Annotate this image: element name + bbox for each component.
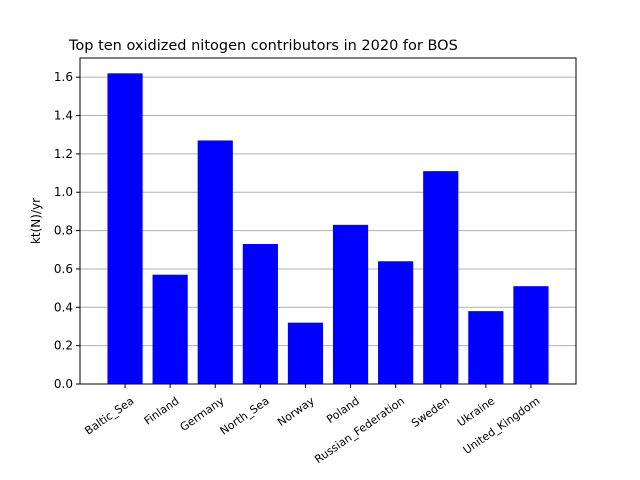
y-tick-label: 0.6 (54, 262, 73, 276)
x-tick-label: Sweden (409, 394, 452, 430)
x-tick-label: Poland (324, 394, 362, 426)
bar (197, 140, 233, 384)
y-tick-label: 0.8 (54, 224, 73, 238)
y-tick-label: 0.0 (54, 377, 73, 391)
plot-frame (79, 57, 577, 385)
x-tick-label: United_Kingdom (461, 394, 542, 456)
bar (152, 274, 188, 384)
bar (242, 244, 278, 384)
bar (332, 224, 369, 384)
y-axis-label: kt(N)/yr (29, 198, 43, 244)
bar (468, 311, 504, 384)
x-tick-label: Finland (142, 394, 182, 427)
x-tick-label: Norway (275, 394, 317, 429)
y-tick-label: 1.4 (54, 109, 73, 123)
y-tick-label: 0.2 (54, 339, 73, 353)
y-tick-label: 1.2 (54, 147, 73, 161)
bars (107, 73, 549, 384)
x-tick-label: North_Sea (218, 394, 272, 437)
bar (423, 171, 459, 384)
bar (513, 286, 549, 384)
y-tick-label: 0.4 (54, 300, 73, 314)
chart-title: Top ten oxidized nitogen contributors in… (68, 38, 458, 54)
bar (107, 73, 143, 384)
x-tick-label: Baltic_Sea (82, 394, 136, 437)
y-tick-label: 1.0 (54, 185, 73, 199)
y-axis-ticks: 0.0 0.2 0.4 0.6 0.8 1.0 1.2 1.4 1.6 (54, 70, 80, 391)
bar (378, 261, 414, 384)
bar (287, 322, 324, 384)
y-tick-label: 1.6 (54, 70, 73, 84)
